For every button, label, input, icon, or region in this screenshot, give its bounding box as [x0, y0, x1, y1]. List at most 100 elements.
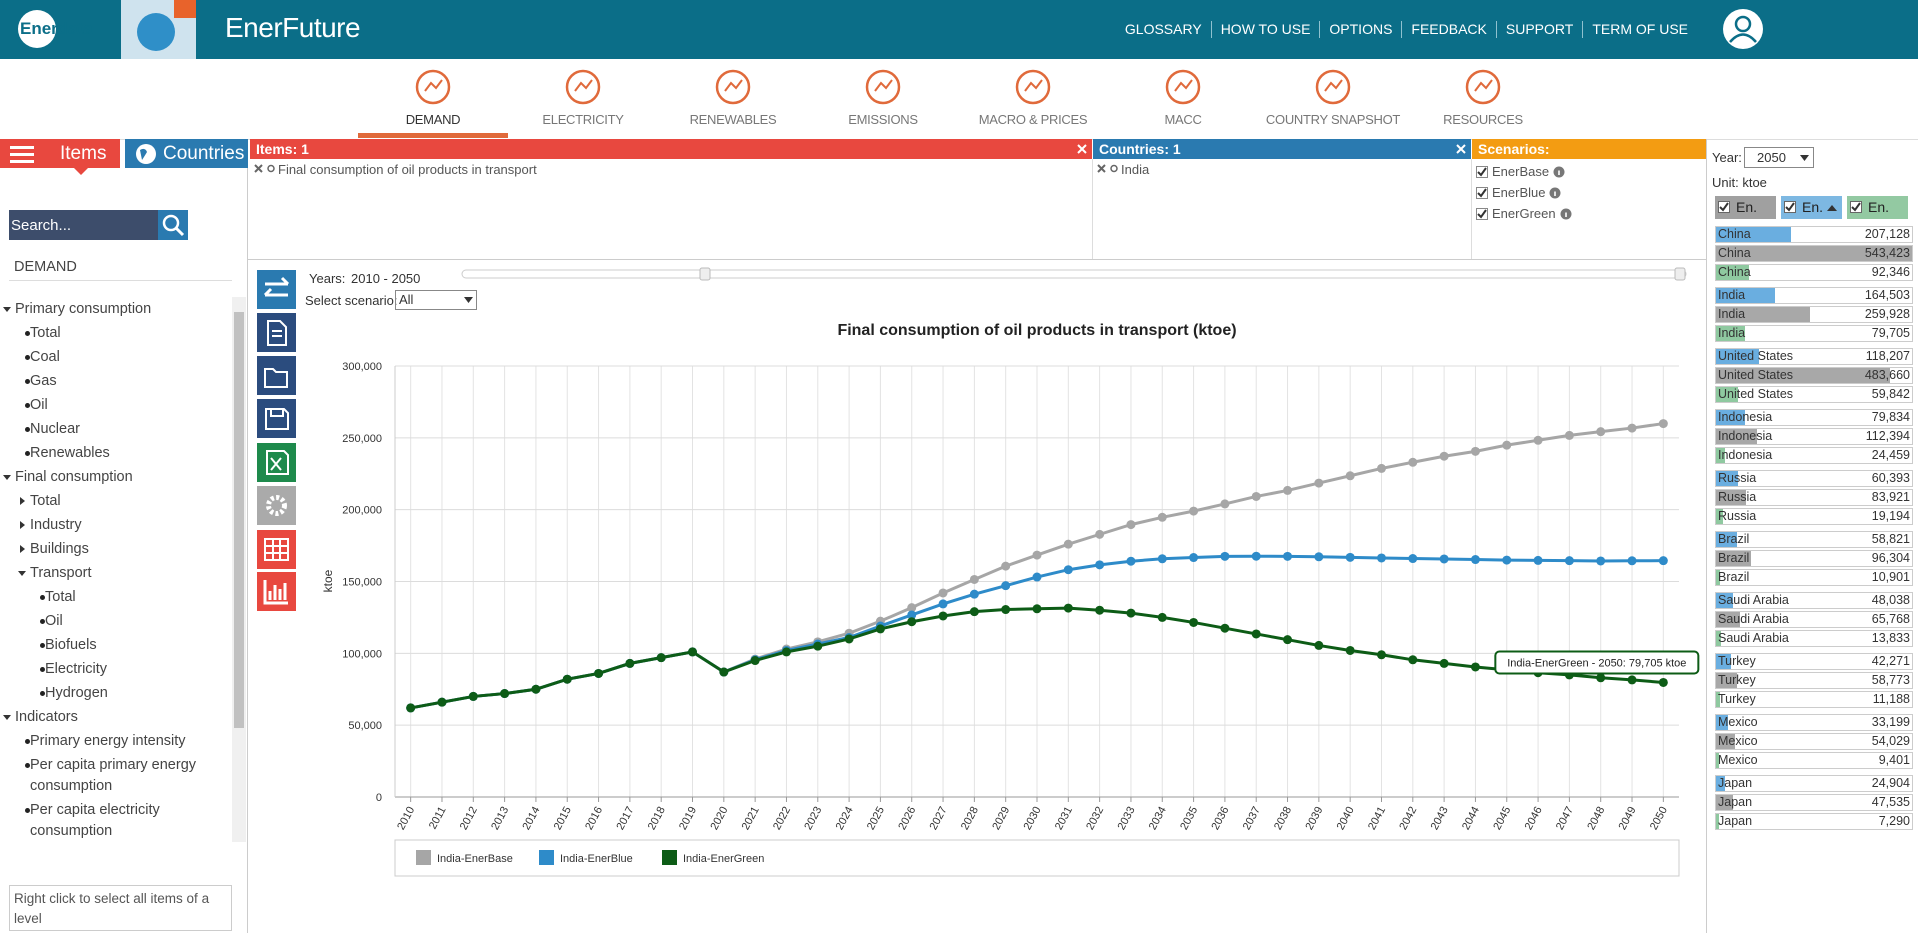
tree-item[interactable]: Final consumption [0, 465, 228, 489]
tree-item[interactable]: Nuclear [0, 417, 228, 441]
ranking-row[interactable]: India 79,705 [1715, 325, 1913, 343]
ranking-row[interactable]: Japan 24,904 [1715, 775, 1913, 792]
ranking-row[interactable]: Saudi Arabia 48,038 [1715, 592, 1913, 609]
checkbox[interactable] [1476, 186, 1492, 200]
swap-button[interactable] [257, 270, 296, 309]
tree-item[interactable]: Hydrogen [0, 681, 228, 705]
tab-label[interactable]: EMISSIONS [848, 112, 918, 127]
nav-link[interactable]: OPTIONS [1319, 21, 1401, 38]
ranking-row[interactable]: Turkey 11,188 [1715, 691, 1913, 709]
tab-icon[interactable] [1463, 67, 1503, 107]
tab-icon[interactable] [413, 67, 453, 107]
tab-icon[interactable] [1163, 67, 1203, 107]
tree-item[interactable]: Oil [0, 609, 228, 633]
ranking-row[interactable]: Japan 47,535 [1715, 794, 1913, 812]
tab-label[interactable]: MACRO & PRICES [978, 112, 1088, 127]
scenario-select[interactable]: All [395, 290, 477, 310]
tab-label[interactable]: COUNTRY SNAPSHOT [1265, 112, 1401, 127]
settings-button[interactable] [257, 486, 296, 525]
ranking-row[interactable]: Indonesia 79,834 [1715, 409, 1913, 426]
tree-item[interactable]: Oil [0, 393, 228, 417]
nav-link[interactable]: SUPPORT [1495, 21, 1582, 38]
tab-icon[interactable] [563, 67, 603, 107]
ranking-row[interactable]: Turkey 58,773 [1715, 672, 1913, 690]
year-select[interactable]: 2050 [1744, 147, 1814, 168]
ranking-row[interactable]: United States 483,660 [1715, 367, 1913, 385]
ranking-row[interactable]: Brazil 96,304 [1715, 550, 1913, 568]
tree-item[interactable]: Total [0, 321, 228, 345]
column-toggle[interactable]: En. [1781, 196, 1842, 219]
ranking-row[interactable]: Indonesia 112,394 [1715, 428, 1913, 446]
legend-label[interactable]: India-EnerBase [437, 853, 513, 865]
slider-track[interactable] [461, 269, 1687, 279]
tree-item[interactable]: Primary energy intensity [0, 729, 228, 753]
legend-swatch[interactable] [539, 850, 554, 865]
scrollbar[interactable] [232, 297, 246, 842]
year-slider[interactable] [461, 267, 1687, 281]
ranking-row[interactable]: Turkey 42,271 [1715, 653, 1913, 670]
ranking-row[interactable]: Mexico 33,199 [1715, 714, 1913, 731]
scroll-thumb[interactable] [234, 312, 244, 728]
info-icon[interactable] [1545, 186, 1563, 200]
nav-link[interactable]: TERM OF USE [1582, 21, 1697, 38]
tree-item[interactable]: Per capita primary energy consumption [0, 753, 228, 798]
tree-item[interactable]: Indicators [0, 705, 228, 729]
remove-icon[interactable] [1097, 164, 1119, 174]
tree-item[interactable]: Per capita electricity consumption [0, 798, 228, 842]
logo[interactable]: Enerdata [20, 19, 93, 38]
nav-link[interactable]: HOW TO USE [1210, 21, 1320, 38]
ranking-row[interactable]: United States 118,207 [1715, 348, 1913, 365]
tree-item[interactable]: Industry [0, 513, 228, 537]
info-icon[interactable] [1549, 165, 1567, 179]
close-icon[interactable] [1077, 144, 1087, 154]
tab-label[interactable]: DEMAND [405, 112, 461, 127]
ranking-row[interactable]: Saudi Arabia 13,833 [1715, 630, 1913, 648]
ranking-row[interactable]: India 164,503 [1715, 287, 1913, 304]
tree-item[interactable]: Total [0, 489, 228, 513]
search-button[interactable] [158, 210, 188, 240]
tree-item[interactable]: Total [0, 585, 228, 609]
ranking-row[interactable]: Russia 83,921 [1715, 489, 1913, 507]
tree-item[interactable]: Biofuels [0, 633, 228, 657]
report-button[interactable] [257, 313, 296, 352]
tab-label[interactable]: RENEWABLES [689, 112, 777, 127]
legend-swatch[interactable] [662, 850, 677, 865]
column-toggle[interactable]: En. [1847, 196, 1908, 219]
table-button[interactable] [257, 530, 296, 569]
ranking-row[interactable]: Mexico 9,401 [1715, 752, 1913, 770]
remove-icon[interactable] [254, 164, 276, 174]
ranking-row[interactable]: Brazil 10,901 [1715, 569, 1913, 587]
ranking-row[interactable]: Saudi Arabia 65,768 [1715, 611, 1913, 629]
legend-swatch[interactable] [416, 850, 431, 865]
tree-item[interactable]: Primary consumption [0, 297, 228, 321]
ranking-row[interactable]: India 259,928 [1715, 306, 1913, 324]
tree-item[interactable]: Electricity [0, 657, 228, 681]
legend-label[interactable]: India-EnerGreen [683, 853, 764, 865]
checkbox[interactable] [1476, 207, 1492, 221]
legend-label[interactable]: India-EnerBlue [560, 853, 633, 865]
info-icon[interactable] [1556, 207, 1574, 221]
ranking-row[interactable]: Russia 19,194 [1715, 508, 1913, 526]
checkbox[interactable] [1476, 165, 1492, 179]
tab-icon[interactable] [863, 67, 903, 107]
items-tab[interactable]: Items [0, 139, 120, 175]
tree-item[interactable]: Coal [0, 345, 228, 369]
ranking-row[interactable]: Indonesia 24,459 [1715, 447, 1913, 465]
ranking-row[interactable]: Brazil 58,821 [1715, 531, 1913, 548]
nav-link[interactable]: FEEDBACK [1401, 21, 1495, 38]
tab-label[interactable]: MACC [1164, 112, 1202, 127]
tab-icon[interactable] [1013, 67, 1053, 107]
tree-item[interactable]: Buildings [0, 537, 228, 561]
slider-handle[interactable] [699, 267, 711, 281]
countries-tab[interactable]: Countries [125, 139, 248, 168]
tab-label[interactable]: RESOURCES [1443, 112, 1523, 127]
tab-icon[interactable] [713, 67, 753, 107]
tab-icon[interactable] [1313, 67, 1353, 107]
ranking-row[interactable]: Mexico 54,029 [1715, 733, 1913, 751]
close-icon[interactable] [1456, 144, 1466, 154]
tree-item[interactable]: Gas [0, 369, 228, 393]
tree-item[interactable]: Transport [0, 561, 228, 585]
open-button[interactable] [257, 356, 296, 395]
ranking-row[interactable]: Japan 7,290 [1715, 813, 1913, 831]
ranking-row[interactable]: China 543,423 [1715, 245, 1913, 263]
